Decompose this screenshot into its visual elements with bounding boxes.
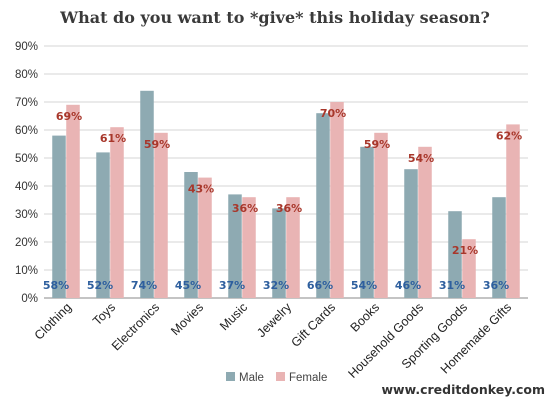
x-tick-label: Electronics (109, 300, 162, 353)
data-label-male: 37% (219, 279, 245, 292)
data-label-female: 21% (452, 244, 478, 257)
bar-male (272, 208, 286, 298)
x-tick-label: Music (217, 300, 250, 333)
data-label-female: 36% (232, 202, 258, 215)
data-label-male: 66% (307, 279, 333, 292)
y-tick-label: 30% (15, 209, 38, 221)
bar-male (52, 135, 66, 298)
x-tick-label: Gift Cards (288, 300, 338, 350)
bar-female (66, 104, 80, 298)
data-label-female: 62% (496, 129, 522, 142)
y-tick-label: 50% (15, 153, 38, 165)
bar-male (228, 194, 242, 298)
bar-male (316, 113, 330, 298)
data-label-female: 61% (100, 132, 126, 145)
bar-male (360, 146, 374, 298)
data-label-male: 31% (439, 279, 465, 292)
data-labels: 58% 69% 52% 61% 74% 59% 45% 43% 37% 36% 32% 36% 66% 7… (43, 107, 522, 292)
data-label-male: 54% (351, 279, 377, 292)
data-label-male: 52% (87, 279, 113, 292)
data-label-male: 74% (131, 279, 157, 292)
gridlines (44, 45, 528, 299)
x-tick-label: Books (348, 300, 382, 334)
data-label-male: 46% (395, 279, 421, 292)
bar-female (154, 132, 168, 298)
bar-female (506, 124, 520, 299)
bar-male (184, 172, 198, 298)
data-label-male: 58% (43, 279, 69, 292)
x-tick-label: Jewelry (254, 300, 294, 340)
source-credit: www.creditdonkey.com (381, 382, 545, 397)
bar-male (96, 152, 110, 298)
y-tick-label: 70% (15, 97, 38, 109)
data-label-female: 36% (276, 202, 302, 215)
y-tick-label: 40% (15, 181, 38, 193)
data-label-male: 45% (175, 279, 201, 292)
bar-female (286, 197, 300, 298)
bar-male (404, 169, 418, 298)
data-label-female: 59% (144, 138, 170, 151)
y-tick-label: 60% (15, 125, 38, 137)
y-tick-label: 20% (15, 237, 38, 249)
y-tick-label: 80% (15, 69, 38, 81)
bar-female (330, 102, 344, 298)
bar-female (110, 127, 124, 298)
chart-title: What do you want to *give* this holiday … (59, 8, 490, 27)
y-axis: 0% 10% 20% 30% 40% 50% 60% 70% 80% 90% (15, 41, 38, 305)
data-label-male: 32% (263, 279, 289, 292)
data-label-female: 54% (408, 152, 434, 165)
x-tick-label: Movies (168, 300, 206, 338)
bar-male (140, 90, 154, 298)
bar-female (242, 197, 256, 298)
bar-male (448, 211, 462, 298)
x-tick-label: Household Goods (345, 300, 426, 381)
legend-female-label: Female (289, 372, 327, 384)
x-tick-label: Clothing (32, 300, 74, 342)
bar-female (418, 146, 432, 298)
bar-female (198, 177, 212, 298)
data-label-male: 36% (483, 279, 509, 292)
bars (52, 90, 520, 299)
x-tick-label: Toys (90, 300, 118, 328)
y-tick-label: 90% (15, 41, 38, 53)
bar-female (462, 239, 476, 298)
data-label-female: 69% (56, 110, 82, 123)
bar-male (492, 197, 506, 298)
bar-female (374, 132, 388, 298)
legend-male-label: Male (239, 372, 264, 384)
data-label-female: 70% (320, 107, 346, 120)
y-tick-label: 0% (21, 293, 38, 305)
legend-male-swatch (226, 372, 235, 381)
data-label-female: 43% (188, 183, 214, 196)
legend-female-swatch (276, 372, 285, 381)
data-label-female: 59% (364, 138, 390, 151)
legend: Male Female (226, 372, 327, 384)
y-tick-label: 10% (15, 265, 38, 277)
